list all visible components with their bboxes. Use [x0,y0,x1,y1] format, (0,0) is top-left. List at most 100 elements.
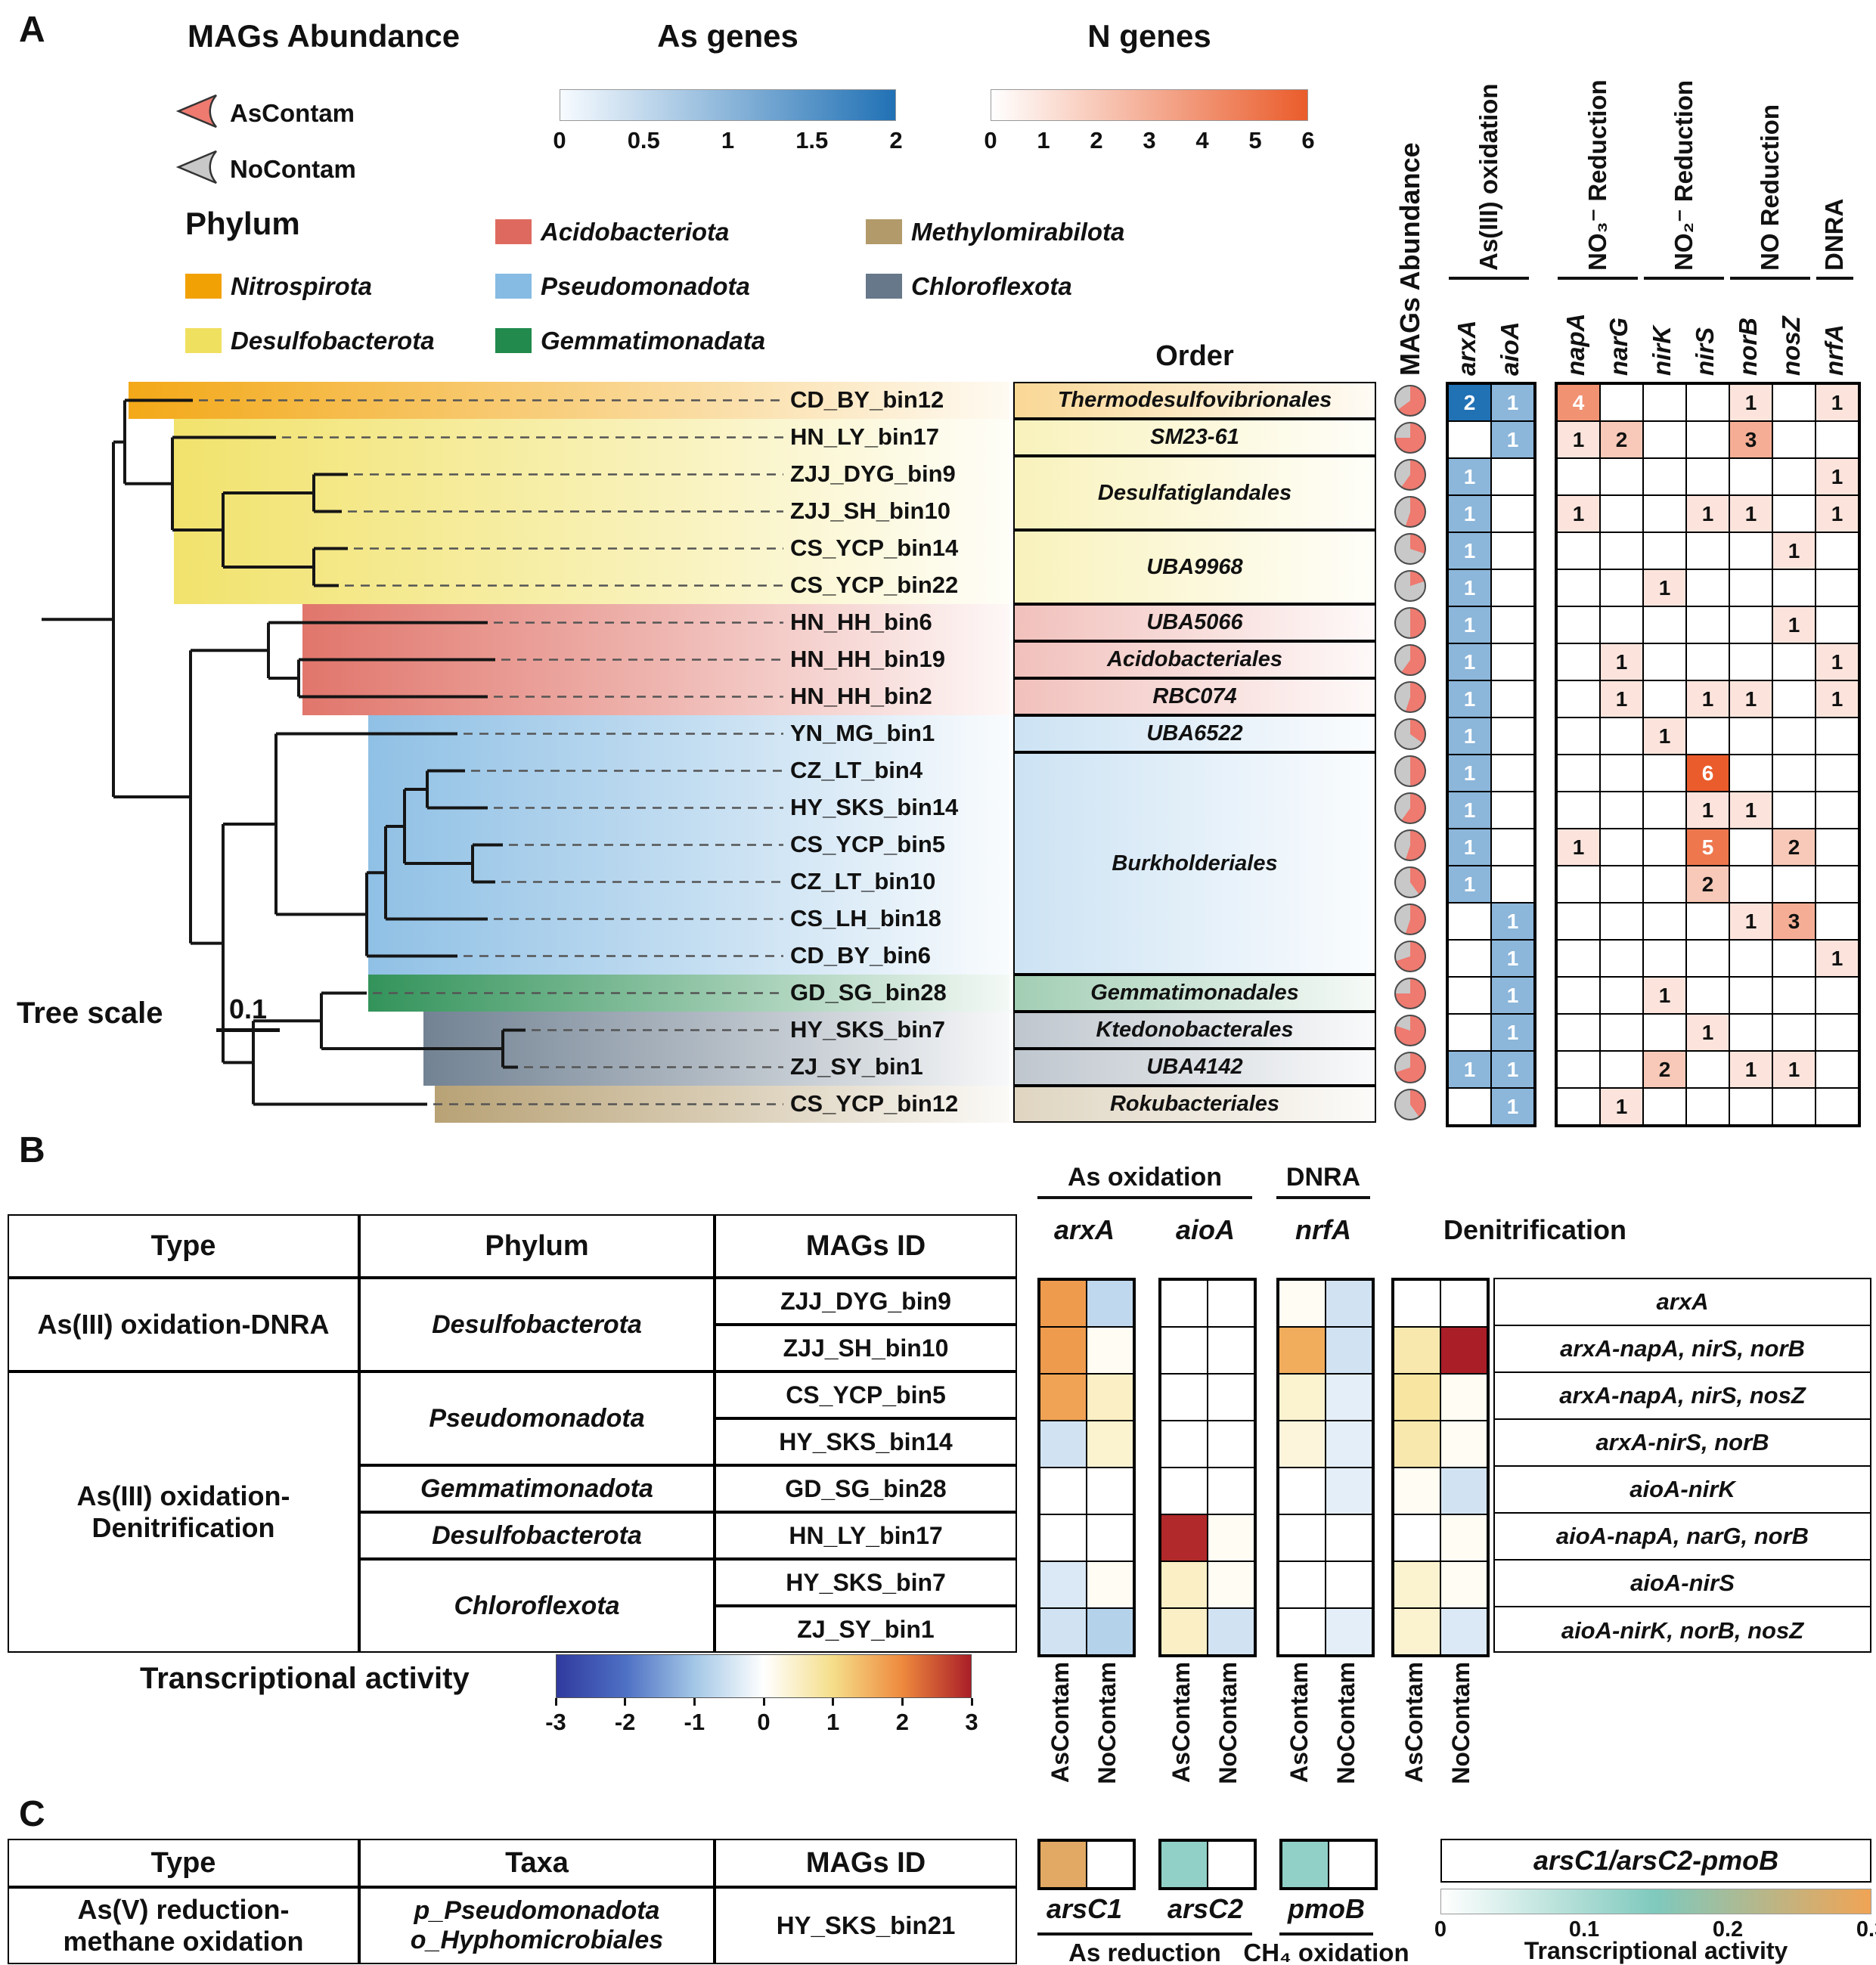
phylum-legend-label: Pseudomonadota [541,272,750,300]
panel-b-label: B [19,1130,45,1170]
n-gene-heatmap-cell-nosZ [1772,680,1816,718]
gene-combination-row: aioA-nirK [1495,1467,1870,1514]
n-gene-heatmap-cell-nirK [1643,755,1686,792]
activity-tick-mark [901,1698,904,1706]
abundance-pie [1394,495,1426,528]
n-gene-heatmap-cell-napA [1557,1051,1600,1088]
b-heat-cell [1326,1468,1372,1514]
b-heat-cell [1279,1421,1326,1468]
condition-label-nocontam: NoContam [1214,1662,1242,1784]
c-legend-title-box: arsC1/arsC2-pmoB [1440,1839,1871,1883]
b-phylum-cell: Chloroflexota [359,1559,715,1653]
b-mag-cell: ZJJ_DYG_bin9 [715,1278,1017,1325]
phylum-legend-label: Desulfobacterota [231,327,435,355]
order-label: Thermodesulfovibrionales [1057,388,1332,412]
as-gene-heatmap-cell-aioA [1491,532,1534,569]
as-gene-heatmap-cell-aioA: 1 [1491,384,1534,421]
n-gene-heatmap-cell-nirK [1643,384,1686,421]
b-heat-cell [1040,1374,1087,1421]
n-gene-heatmap-cell-napA [1557,755,1600,792]
phylum-legend-label: Nitrospirota [231,272,373,300]
activity-tick-label: 2 [895,1709,909,1735]
c-heat-cell [1329,1841,1375,1888]
c-heatmap-arsc2 [1158,1839,1257,1890]
n-gene-heatmap-cell-nirK: 1 [1643,977,1686,1014]
n-gene-heatmap-cell-napA [1557,1014,1600,1051]
abundance-pie [1394,643,1426,676]
n-gene-heatmap-cell-nrfA [1816,569,1859,606]
n-gene-heatmap-cell-narG [1600,755,1643,792]
n-gene-heatmap-cell-narG [1600,1014,1643,1051]
c-group-label-as-reduction: As reduction [1068,1939,1221,1965]
n-gene-heatmap-cell-norB: 1 [1729,680,1772,718]
b-mag-cell: CS_YCP_bin5 [715,1371,1017,1418]
n-gene-heatmap-cell-nirK: 2 [1643,1051,1686,1088]
b-block-title-denitrification: Denitrification [1443,1214,1626,1245]
n-gene-heatmap-cell-napA: 1 [1557,495,1600,532]
c-table-header-taxa: Taxa [359,1839,715,1887]
as-gene-heatmap-cell-arxA: 1 [1448,792,1491,829]
b-heat-cell [1040,1608,1087,1655]
as-gene-heatmap-cell-aioA: 1 [1491,1051,1534,1088]
gene-group-bracket [1816,277,1853,280]
as-gene-heatmap-cell-arxA: 1 [1448,829,1491,866]
phylum-swatch-methylomirabilota [866,219,902,244]
as-gene-heatmap-cell-arxA [1448,903,1491,940]
n-scale-tick: 6 [1301,127,1315,153]
gene-column-header-aioa: aioA [1496,321,1524,376]
n-gene-heatmap-cell-napA [1557,532,1600,569]
b-heat-cell [1208,1561,1254,1608]
b-heat-cell [1326,1421,1372,1468]
n-gene-heatmap-cell-napA [1557,1088,1600,1125]
n-scale-tick: 2 [1090,127,1103,153]
n-gene-heatmap-cell-nrfA [1816,606,1859,643]
n-gene-heatmap-cell-nirK: 1 [1643,718,1686,755]
b-heat-cell [1394,1608,1440,1655]
as-gene-heatmap-cell-aioA: 1 [1491,977,1534,1014]
n-gene-heatmap-cell-nrfA [1816,1014,1859,1051]
as-gene-heatmap-cell-arxA [1448,1014,1491,1051]
n-gene-heatmap-cell-narG [1600,569,1643,606]
b-heat-cell [1394,1468,1440,1514]
n-gene-heatmap-cell-narG [1600,606,1643,643]
as-gene-heatmap-cell-aioA [1491,718,1534,755]
b-heat-cell [1440,1421,1487,1468]
as-gene-heatmap-cell-aioA [1491,495,1534,532]
as-gene-heatmap-cell-aioA [1491,829,1534,866]
n-gene-heatmap-cell-napA [1557,458,1600,495]
n-gene-heatmap-cell-nirK [1643,903,1686,940]
order-label: Desulfatiglandales [1097,480,1292,505]
abundance-item-label: NoContam [230,155,356,183]
n-gene-heatmap-cell-nrfA [1816,1088,1859,1125]
n-gene-heatmap-cell-nrfA [1816,1051,1859,1088]
b-heat-cell [1394,1374,1440,1421]
b-mag-cell: HN_LY_bin17 [715,1512,1017,1559]
n-gene-heatmap-cell-narG: 1 [1600,1088,1643,1125]
c-scale-tick: 0 [1434,1917,1447,1942]
n-gene-heatmap-cell-nrfA [1816,718,1859,755]
as-gene-heatmap-cell-arxA [1448,940,1491,977]
mag-label: HN_HH_bin6 [790,608,932,635]
n-gene-heatmap-cell-nosZ [1772,1088,1816,1125]
n-gene-heatmap-cell-narG: 1 [1600,680,1643,718]
n-gene-heatmap-cell-napA: 1 [1557,421,1600,458]
gene-group-bracket [1644,277,1724,280]
as-gene-heatmap-cell-arxA [1448,421,1491,458]
n-gene-heatmap-cell-narG: 2 [1600,421,1643,458]
order-label: UBA5066 [1146,610,1243,634]
c-table-header-type: Type [8,1839,359,1887]
n-genes-scale-title: N genes [1087,18,1211,54]
n-gene-heatmap-cell-nirS: 5 [1686,829,1729,866]
n-gene-heatmap-cell-nirS [1686,606,1729,643]
as-gene-heatmap-cell-aioA: 1 [1491,1088,1534,1125]
order-cell-sm23-61: SM23-61 [1013,419,1376,456]
n-gene-heatmap-cell-nirS [1686,903,1729,940]
n-gene-heatmap-cell-nrfA [1816,792,1859,829]
n-gene-heatmap-cell-nrfA [1816,903,1859,940]
c-gene-title-arsc1: arsC1 [1046,1893,1123,1924]
mag-label: CZ_LT_bin10 [790,867,936,894]
n-gene-heatmap-cell-nosZ [1772,421,1816,458]
n-scale-tick: 4 [1195,127,1209,153]
as-gene-heatmap-cell-aioA: 1 [1491,421,1534,458]
